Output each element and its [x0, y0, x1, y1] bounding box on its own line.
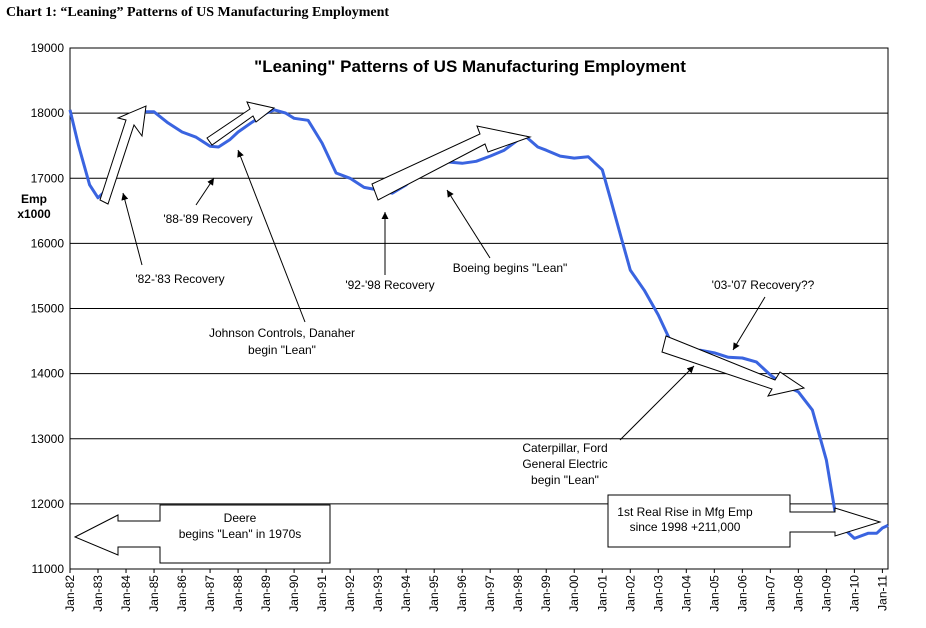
- x-tick-label: Jan-05: [707, 575, 721, 612]
- block-arrow: [206, 101, 276, 146]
- x-tick-label: Jan-98: [511, 575, 525, 612]
- annotation: '03-'07 Recovery??: [712, 278, 815, 292]
- x-tick-label: Jan-89: [259, 575, 273, 612]
- block-arrow: [661, 335, 806, 397]
- arrow: [446, 189, 491, 259]
- annotation-arrows: [73, 101, 882, 564]
- x-tick-label: Jan-02: [623, 575, 637, 612]
- arrow: [619, 365, 695, 441]
- y-tick-label: 17000: [31, 171, 65, 185]
- block-arrow: [607, 494, 882, 548]
- x-tick-label: Jan-99: [539, 575, 553, 612]
- x-tick-label: Jan-03: [651, 575, 665, 612]
- x-tick-label: Jan-90: [287, 575, 301, 612]
- x-tick-label: Jan-96: [455, 575, 469, 612]
- y-tick-label: 12000: [31, 497, 65, 511]
- y-tick-label: 19000: [31, 41, 65, 55]
- chart-title: "Leaning" Patterns of US Manufacturing E…: [254, 57, 686, 76]
- y-tick-label: 13000: [31, 432, 65, 446]
- y-tick-label: 14000: [31, 367, 65, 381]
- annotation: begin "Lean": [531, 473, 599, 487]
- page-header: Chart 1: “Leaning” Patterns of US Manufa…: [6, 5, 389, 20]
- y-label: x1000: [17, 207, 51, 221]
- x-tick-label: Jan-10: [847, 575, 861, 612]
- x-tick-label: Jan-85: [147, 575, 161, 612]
- y-tick-label: 18000: [31, 106, 65, 120]
- x-tick-label: Jan-97: [483, 575, 497, 612]
- x-tick-label: Jan-91: [315, 575, 329, 612]
- x-tick-label: Jan-07: [763, 575, 777, 612]
- annotation: begin "Lean": [248, 343, 316, 357]
- annotation: '88-'89 Recovery: [163, 212, 252, 226]
- block-arrow: [371, 125, 532, 201]
- x-tick-label: Jan-09: [819, 575, 833, 612]
- x-tick-label: Jan-83: [91, 575, 105, 612]
- x-tick-label: Jan-00: [567, 575, 581, 612]
- block-arrow: [99, 105, 147, 205]
- annotation: Johnson Controls, Danaher: [209, 326, 355, 340]
- x-tick-label: Jan-11: [875, 575, 889, 611]
- x-tick-label: Jan-86: [175, 575, 189, 612]
- x-tick-label: Jan-06: [735, 575, 749, 612]
- arrow: [732, 296, 766, 351]
- annotation: since 1998 +211,000: [630, 520, 741, 534]
- x-tick-label: Jan-88: [231, 575, 245, 612]
- y-tick-label: 11000: [32, 562, 65, 576]
- annotation: '82-'83 Recovery: [135, 272, 224, 286]
- annotation: Caterpillar, Ford: [522, 441, 607, 455]
- x-tick-label: Jan-01: [595, 575, 609, 612]
- block-arrow: [73, 504, 331, 564]
- y-tick-label: 15000: [31, 302, 65, 316]
- annotation: begins "Lean" in 1970s: [179, 527, 302, 541]
- x-tick-label: Jan-08: [791, 575, 805, 612]
- x-tick-label: Jan-04: [679, 575, 693, 612]
- arrow: [121, 192, 143, 266]
- x-tick-label: Jan-84: [119, 575, 133, 612]
- x-tick-label: Jan-82: [63, 575, 77, 612]
- arrow: [237, 149, 306, 323]
- x-tick-label: Jan-95: [427, 575, 441, 612]
- y-label: Emp: [21, 192, 47, 206]
- annotation: General Electric: [522, 457, 607, 471]
- x-tick-label: Jan-94: [399, 575, 413, 612]
- arrow: [195, 177, 215, 206]
- y-tick-label: 16000: [31, 236, 65, 250]
- annotation: 1st Real Rise in Mfg Emp: [617, 505, 753, 519]
- annotation: Deere: [224, 511, 257, 525]
- annotation: Boeing begins "Lean": [453, 261, 568, 275]
- x-tick-label: Jan-92: [343, 575, 357, 612]
- x-tick-label: Jan-93: [371, 575, 385, 612]
- x-tick-label: Jan-87: [203, 575, 217, 612]
- data-line: [68, 108, 889, 540]
- annotation: '92-'98 Recovery: [345, 278, 434, 292]
